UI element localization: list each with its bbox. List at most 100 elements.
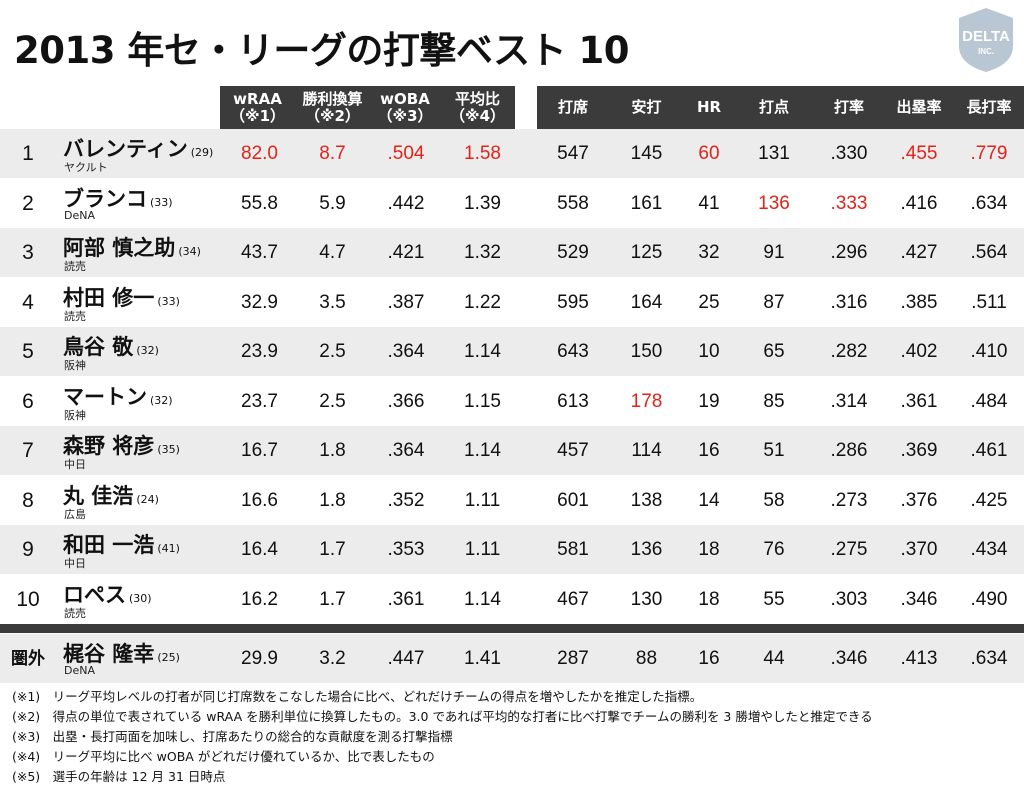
rank-cell: 3 bbox=[22, 241, 34, 264]
stat-woba: .352 bbox=[387, 489, 425, 511]
stat-avg: .303 bbox=[830, 588, 868, 610]
stat-slg: .511 bbox=[971, 291, 1007, 313]
stat-pa: 558 bbox=[557, 192, 589, 214]
stat-wins: 4.7 bbox=[319, 242, 346, 263]
footnote: (※1) リーグ平均レベルの打者が同じ打席数をこなした場合に比べ、どれだけチーム… bbox=[12, 689, 703, 704]
stat-h: 125 bbox=[630, 242, 663, 263]
player-name-text: 鳥谷 敬 bbox=[63, 335, 134, 359]
col-header-rbi: 打点 bbox=[758, 98, 789, 116]
player-name-text: 丸 佳浩 bbox=[63, 483, 134, 508]
rank-cell: 9 bbox=[22, 538, 34, 561]
stat-avg: .286 bbox=[830, 440, 868, 461]
player-name-text: 森野 将彦 bbox=[63, 434, 155, 458]
stat-h: 150 bbox=[630, 341, 663, 362]
stat-rbi: 76 bbox=[763, 539, 785, 560]
player-name-text: ブランコ bbox=[63, 186, 147, 211]
stat-ratio: 1.58 bbox=[464, 143, 501, 164]
stat-slg: .410 bbox=[970, 341, 1008, 362]
rank-cell: 10 bbox=[16, 587, 40, 611]
page-title: 2013 年セ・リーグの打撃ベスト 10 bbox=[14, 29, 629, 72]
stat-wraa: 43.7 bbox=[241, 242, 278, 263]
stat-slg: .425 bbox=[970, 489, 1008, 511]
player-name-text: マートン bbox=[63, 384, 147, 409]
player-age: (33) bbox=[157, 294, 180, 308]
stat-wins: 1.8 bbox=[319, 440, 346, 461]
player-age: (29) bbox=[190, 146, 214, 159]
stat-wins: 2.5 bbox=[319, 341, 346, 362]
stat-wins: 1.7 bbox=[319, 539, 346, 560]
player-age: (24) bbox=[136, 492, 159, 506]
footnote: (※3) 出塁・長打両面を加味し、打席あたりの総合的な貢献度を測る打撃指標 bbox=[12, 729, 453, 744]
player-team: ヤクルト bbox=[64, 161, 108, 174]
stat-rbi: 44 bbox=[763, 648, 785, 669]
table-row: 5 鳥谷 敬 (32) 阪神 23.9 2.5.364 1.14 643 150 10 65.282… bbox=[0, 327, 1024, 376]
player-name: 梶谷 隆幸 (25) bbox=[63, 638, 180, 668]
stat-woba: .442 bbox=[387, 192, 425, 214]
delta-logo: DELTA INC. bbox=[959, 8, 1013, 72]
stat-rbi: 51 bbox=[763, 440, 785, 461]
stat-obp: .376 bbox=[900, 489, 938, 511]
col-header-hr: HR bbox=[696, 98, 722, 116]
stat-rbi: 136 bbox=[758, 192, 790, 214]
table-row: 7 森野 将彦 (35) 中日 16.7 1.8.364 1.14 457 114 16 51.28… bbox=[0, 426, 1024, 475]
stat-hr: 19 bbox=[698, 390, 720, 412]
table-separator bbox=[0, 624, 1024, 633]
table-row: 10 ロペス (30) 読売 16.2 1.7.361 1.14 467 130 18 55.303… bbox=[0, 575, 1024, 624]
player-team: 読売 bbox=[64, 606, 86, 620]
player-name-text: 梶谷 隆幸 bbox=[63, 642, 155, 666]
footnote: (※4) リーグ平均に比べ wOBA がどれだけ優れているか、比で表したもの bbox=[12, 749, 435, 764]
stat-wins: 1.7 bbox=[319, 588, 346, 610]
stat-wraa: 23.7 bbox=[241, 390, 278, 412]
stat-hr: 18 bbox=[698, 588, 720, 610]
stat-woba: .364 bbox=[387, 440, 425, 461]
stat-rbi: 85 bbox=[763, 390, 785, 412]
stat-wins: 2.5 bbox=[319, 390, 346, 412]
footnotes: (※1) リーグ平均レベルの打者が同じ打席数をこなした場合に比べ、どれだけチーム… bbox=[12, 687, 873, 787]
stat-wraa: 82.0 bbox=[241, 143, 278, 164]
stat-rbi: 58 bbox=[763, 489, 785, 511]
stat-slg: .779 bbox=[970, 143, 1008, 164]
stat-ratio: 1.11 bbox=[464, 489, 501, 511]
stat-wraa: 16.7 bbox=[241, 440, 278, 461]
stat-hr: 32 bbox=[698, 242, 720, 263]
stat-wraa: 29.9 bbox=[241, 648, 278, 669]
stat-obp: .346 bbox=[900, 588, 938, 610]
stat-pa: 529 bbox=[557, 242, 589, 263]
stat-wraa: 16.6 bbox=[241, 489, 278, 511]
rank-cell: 5 bbox=[22, 340, 34, 363]
stat-pa: 601 bbox=[557, 489, 589, 511]
col-header-pa: 打席 bbox=[557, 98, 588, 116]
stat-avg: .273 bbox=[830, 489, 868, 511]
stat-obp: .402 bbox=[900, 341, 938, 362]
player-team: 広島 bbox=[64, 507, 86, 521]
stat-hr: 16 bbox=[698, 440, 720, 461]
stat-hr: 25 bbox=[698, 291, 720, 313]
stat-obp: .385 bbox=[900, 291, 938, 313]
stat-hr: 10 bbox=[698, 341, 720, 362]
footnote: (※5) 選手の年齢は 12 月 31 日時点 bbox=[12, 769, 226, 784]
stat-avg: .275 bbox=[830, 539, 868, 560]
player-name-text: ロペス bbox=[63, 582, 126, 607]
stat-slg: .634 bbox=[970, 192, 1008, 214]
stat-rbi: 131 bbox=[758, 143, 790, 164]
stat-pa: 613 bbox=[557, 390, 589, 412]
stat-hr: 14 bbox=[698, 489, 720, 511]
stat-ratio: 1.22 bbox=[464, 291, 501, 313]
player-age: (25) bbox=[157, 651, 180, 664]
stat-avg: .282 bbox=[830, 341, 868, 362]
stat-pa: 595 bbox=[557, 291, 589, 313]
col-header-wins: 勝利換算 （※2） bbox=[302, 89, 363, 125]
player-team: DeNA bbox=[64, 664, 95, 677]
stat-rbi: 91 bbox=[763, 242, 785, 263]
rank-cell: 7 bbox=[22, 439, 34, 462]
stat-ratio: 1.14 bbox=[464, 588, 501, 610]
player-name: 和田 一浩 (41) bbox=[63, 529, 180, 559]
table-row: 6 マートン (32) 阪神 23.7 2.5.366 1.15 613 178 19 85.314… bbox=[0, 377, 1024, 426]
rank-cell: 8 bbox=[22, 488, 34, 512]
player-age: (35) bbox=[157, 443, 180, 456]
player-age: (41) bbox=[157, 542, 180, 555]
stat-ratio: 1.15 bbox=[464, 390, 501, 412]
player-name: 森野 将彦 (35) bbox=[63, 430, 180, 460]
stat-ratio: 1.14 bbox=[464, 341, 501, 362]
